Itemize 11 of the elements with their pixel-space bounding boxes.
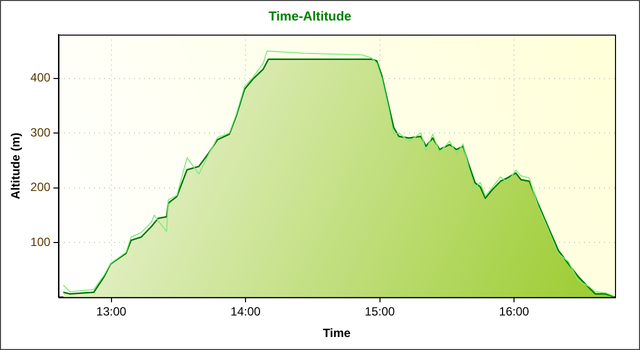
chart-title: Time-Altitude bbox=[268, 8, 352, 24]
x-tick-label: 16:00 bbox=[499, 304, 530, 319]
y-tick-label: 300 bbox=[30, 125, 51, 140]
x-tick-label: 13:00 bbox=[96, 304, 127, 319]
y-tick-label: 200 bbox=[30, 180, 51, 194]
y-tick-label: 400 bbox=[30, 70, 51, 85]
x-tick-label: 14:00 bbox=[230, 304, 261, 319]
y-tick-label: 100 bbox=[30, 234, 51, 249]
y-axis-title: Altitude (m) bbox=[8, 132, 23, 200]
x-axis-title: Time bbox=[322, 326, 351, 340]
x-tick-label: 15:00 bbox=[364, 304, 396, 319]
